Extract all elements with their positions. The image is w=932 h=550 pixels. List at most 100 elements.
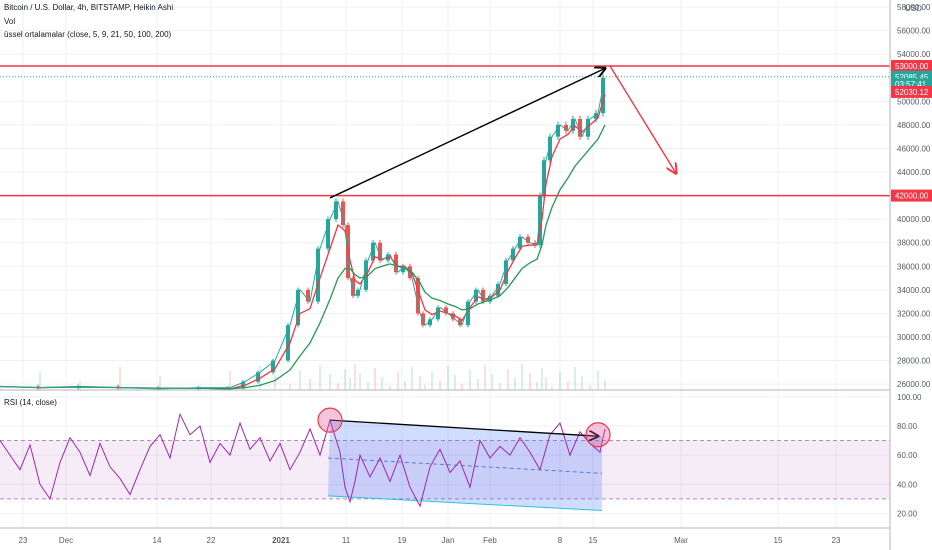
candle-body-42 [526,236,530,243]
price-tag-4: 42000.00 [895,192,929,201]
volume-bar-0 [0,386,1,390]
candle-body-50 [578,119,582,137]
time-tick-12: 15 [774,536,783,545]
candle-body-46 [548,136,552,161]
price-tick-2: 54000.00 [897,50,931,59]
rsi-tick-2: 60.00 [897,451,918,460]
legend-ema[interactable]: üssel ortalamalar (close, 5, 9, 21, 50, … [4,30,172,39]
volume-bar-29 [431,371,433,390]
volume-bar-16 [344,369,346,390]
volume-bar-20 [367,382,369,390]
volume-bar-51 [589,385,591,390]
volume-bar-23 [389,386,391,390]
ema-line-0 [0,94,606,390]
volume-bar-3 [119,367,121,390]
rsi-tick-4: 20.00 [897,509,918,518]
volume-bar-45 [545,377,547,390]
legend-rsi[interactable]: RSI (14, close) [4,398,57,407]
time-tick-2: 14 [153,536,162,545]
legend-volume[interactable]: Vol [4,17,16,26]
price-line [0,77,606,390]
volume-bar-31 [447,366,449,390]
rsi-channel-low [327,495,603,512]
candle-body-39 [504,260,508,284]
price-tick-6: 44000.00 [897,168,931,177]
price-tick-5: 46000.00 [897,144,931,153]
rsi-peak-circle-1 [585,422,611,448]
rsi-band [0,440,890,500]
candle-body-25 [401,266,405,273]
price-tag-bg-0 [891,59,932,72]
volume-bar-15 [337,383,339,390]
volume-bar-49 [574,367,576,390]
volume-bar-1 [39,372,41,390]
volume-bar-12 [309,379,311,390]
rsi-line [0,412,606,508]
price-tick-10: 34000.00 [897,286,931,295]
time-tick-5: 11 [342,536,351,545]
volume-bar-25 [404,381,406,390]
rsi-channel-fill [328,420,602,511]
candle-body-30 [436,307,440,320]
volume-bar-38 [499,383,501,390]
price-tag-bg-3 [891,85,932,98]
rsi-series [0,412,606,508]
candle-body-10 [286,325,290,361]
price-axis[interactable]: 58000.00 56000.00 54000.00 50000.00 48000.00… [897,3,931,389]
time-axis[interactable]: 23 Dec 14 22 2021 11 19 Jan Feb 8 15 Mar 15 23 [19,536,841,545]
volume-bar-10 [289,384,291,390]
candle-body-48 [564,124,568,131]
volume-bar-11 [299,370,301,390]
volume-bar-24 [397,372,399,390]
candle-body-11 [296,289,300,326]
volume-bar-26 [411,367,413,390]
volume-bar-44 [541,368,543,390]
volume-bar-46 [551,386,553,390]
candle-body-8 [256,372,260,382]
time-tick-6: 19 [398,536,407,545]
price-tag-bg-4 [891,189,932,202]
price-tick-13: 28000.00 [897,357,931,366]
candle-body-38 [496,283,500,296]
price-tick-0: 58000.00 [897,3,931,12]
volume-bar-42 [529,373,531,390]
volume-bar-35 [477,379,479,390]
volume-bar-34 [469,370,471,390]
legend-title[interactable]: Bitcoin / U.S. Dollar, 4h, BITSTAMP, Hei… [4,3,174,12]
candle-body-31 [444,307,448,314]
volume-bar-43 [536,382,538,390]
time-tick-1: Dec [59,536,73,545]
time-tick-8: Feb [483,536,497,545]
volume-bar-14 [329,374,331,390]
price-tag-2: 03:57:41 [895,80,927,89]
volume-bar-2 [79,381,81,390]
rsi-peak-circle-0 [317,407,343,433]
volume-bar-39 [507,369,509,390]
main-grid [0,0,890,528]
trend-arrow-0 [329,68,605,199]
price-tag-0: 53000.00 [895,62,929,71]
volume-bar-37 [491,374,493,390]
annotations[interactable] [0,65,890,448]
volume-bar-13 [319,365,321,390]
time-tick-3: 22 [207,536,216,545]
volume-bar-52 [597,371,599,390]
candle-body-12 [306,289,310,302]
candle-body-36 [481,289,485,302]
time-tick-9: 8 [558,536,563,545]
price-tick-11: 32000.00 [897,309,931,318]
candle-body-22 [378,242,382,261]
volume-bar-18 [354,364,356,390]
rsi-axis[interactable]: 100.00 80.00 60.00 40.00 20.00 [897,393,922,519]
price-tick-14: 26000.00 [897,380,931,389]
volume-bar-6 [229,371,231,390]
price-tick-3: 50000.00 [897,97,931,106]
volume-bar-53 [604,380,606,390]
volume-bar-47 [559,372,561,390]
time-tick-0: 23 [19,536,28,545]
volume-bar-22 [381,377,383,390]
volume-bar-9 [274,375,276,390]
candle-body-37 [488,295,492,302]
